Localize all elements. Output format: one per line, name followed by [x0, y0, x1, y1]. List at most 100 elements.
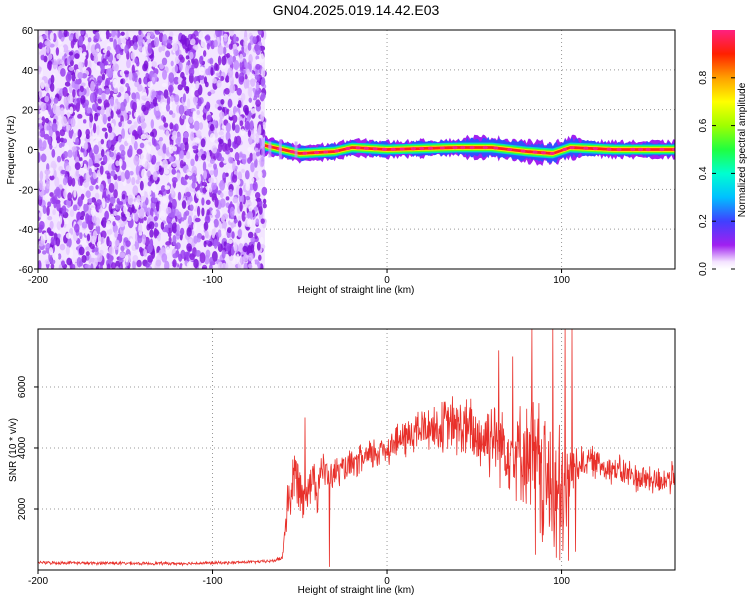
noise-cell	[181, 79, 187, 88]
noise-cell	[135, 179, 140, 185]
noise-cell	[169, 86, 173, 97]
signal-peak-mark	[390, 147, 396, 151]
snr-x-axis-label: Height of straight line (km)	[298, 585, 415, 596]
noise-cell	[95, 184, 99, 190]
noise-cell	[222, 159, 228, 164]
noise-cell	[207, 65, 212, 76]
noise-cell	[134, 66, 141, 71]
noise-cell	[162, 197, 168, 204]
noise-cell	[75, 30, 80, 40]
noise-cell	[145, 144, 151, 150]
noise-cell	[237, 99, 242, 108]
noise-cell	[67, 176, 73, 187]
noise-cell	[146, 223, 151, 231]
noise-cell	[246, 78, 250, 89]
noise-cell	[255, 151, 261, 157]
noise-cell	[228, 109, 234, 118]
snr-y-tick-label: 6000	[17, 375, 28, 398]
noise-cell	[80, 148, 85, 153]
noise-cell	[38, 51, 44, 56]
signal-peak-mark	[482, 145, 488, 150]
noise-cell	[189, 124, 195, 129]
noise-cell	[119, 144, 125, 152]
noise-cell	[127, 194, 134, 206]
noise-cell	[82, 119, 87, 124]
noise-cell	[152, 96, 158, 107]
noise-cell	[191, 63, 195, 70]
noise-cell	[84, 36, 89, 47]
noise-cell	[49, 192, 54, 198]
noise-cell	[230, 245, 235, 256]
noise-cell	[172, 234, 177, 246]
noise-cell	[205, 199, 211, 205]
noise-cell	[250, 237, 255, 242]
noise-cell	[97, 253, 103, 263]
noise-cell	[47, 53, 53, 60]
noise-cell	[90, 263, 94, 269]
noise-cell	[245, 178, 250, 185]
noise-cell	[137, 84, 143, 92]
noise-cell	[183, 131, 189, 139]
noise-cell	[62, 138, 68, 144]
noise-cell	[249, 120, 254, 131]
noise-cell	[59, 243, 66, 251]
noise-cell	[177, 191, 182, 201]
noise-cell	[189, 253, 195, 261]
noise-cell	[96, 125, 100, 136]
noise-cell	[190, 158, 195, 167]
noise-cell	[47, 136, 52, 146]
noise-cell	[102, 197, 106, 209]
noise-cell	[115, 44, 121, 55]
noise-cell	[137, 125, 143, 135]
noise-cell	[158, 125, 165, 130]
noise-cell	[120, 78, 124, 85]
noise-cell	[102, 48, 108, 54]
noise-cell	[52, 209, 56, 216]
noise-cell	[234, 136, 238, 145]
signal-peak-mark	[289, 150, 295, 154]
noise-cell	[224, 87, 230, 95]
noise-cell	[45, 174, 49, 182]
noise-cell	[90, 80, 95, 92]
noise-cell	[178, 253, 183, 262]
noise-cell	[63, 95, 69, 107]
noise-cell	[140, 153, 144, 161]
noise-cell	[70, 117, 76, 128]
noise-cell	[75, 168, 79, 177]
noise-cell	[221, 228, 226, 237]
noise-cell	[179, 159, 184, 169]
noise-cell	[39, 112, 46, 118]
noise-cell	[244, 170, 250, 180]
noise-cell	[114, 215, 121, 221]
noise-cell	[181, 200, 187, 209]
noise-cell	[132, 255, 139, 262]
noise-cell	[160, 185, 166, 193]
signal-peak-mark	[493, 146, 499, 150]
noise-cell	[83, 141, 89, 150]
noise-cell	[68, 51, 74, 56]
noise-cell	[109, 151, 114, 158]
noise-cell	[71, 72, 76, 82]
noise-cell	[191, 172, 197, 183]
noise-cell	[110, 170, 116, 177]
noise-cell	[185, 86, 190, 94]
colorbar-tick-label: 0.6	[698, 118, 709, 132]
noise-cell	[67, 94, 74, 104]
noise-cell	[50, 236, 55, 246]
noise-cell	[194, 90, 200, 98]
colorbar-tick-label: 0.4	[698, 166, 709, 180]
spectrogram-x-tick-label: -100	[203, 275, 223, 286]
noise-cell	[175, 154, 180, 161]
noise-cell	[216, 79, 222, 89]
noise-cell	[239, 60, 245, 71]
noise-cell	[234, 124, 240, 134]
noise-cell	[62, 44, 69, 53]
noise-cell	[220, 99, 225, 105]
noise-cell	[60, 260, 66, 267]
noise-cell	[116, 53, 121, 60]
noise-cell	[73, 223, 80, 233]
noise-cell	[245, 182, 251, 191]
noise-cell	[255, 218, 260, 226]
noise-cell	[242, 155, 247, 165]
noise-cell	[258, 205, 263, 215]
